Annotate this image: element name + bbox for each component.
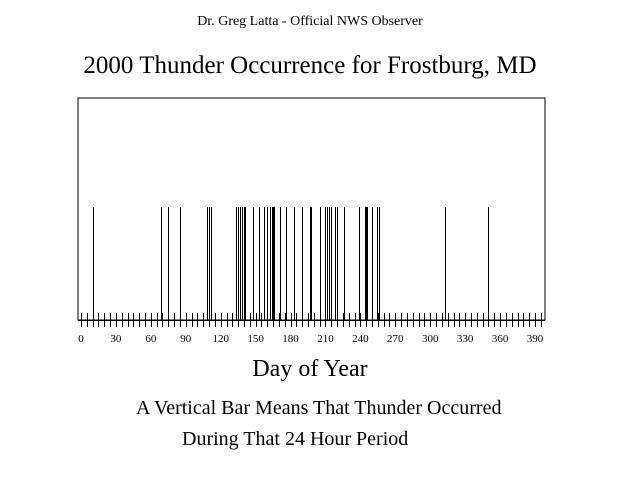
x-tick-label-300: 300: [422, 333, 439, 345]
x-tick-label-0: 0: [78, 333, 84, 345]
x-tick-label-330: 330: [457, 333, 474, 345]
legend-note-line-1: A Vertical Bar Means That Thunder Occurr…: [136, 397, 502, 419]
x-tick-label-180: 180: [282, 333, 299, 345]
legend-note-line-2: During That 24 Hour Period: [182, 428, 409, 450]
chart-title: 2000 Thunder Occurrence for Frostburg, M…: [83, 52, 537, 79]
x-tick-label-270: 270: [387, 333, 404, 345]
x-tick-label-30: 30: [110, 333, 122, 345]
observer-credit: Dr. Greg Latta - Official NWS Observer: [197, 14, 423, 29]
x-tick-label-90: 90: [180, 333, 192, 345]
x-tick-label-240: 240: [352, 333, 369, 345]
thunder-bars: [93, 207, 489, 320]
x-tick-label-150: 150: [247, 333, 264, 345]
x-tick-label-120: 120: [212, 333, 229, 345]
x-axis: 0 30 60 90 120 150 180 210 240 270 300 330 360 390: [78, 313, 545, 345]
x-axis-label: Day of Year: [252, 356, 368, 382]
x-tick-label-360: 360: [492, 333, 509, 345]
x-tick-label-60: 60: [145, 333, 157, 345]
x-tick-label-390: 390: [527, 333, 544, 345]
x-tick-label-210: 210: [317, 333, 334, 345]
